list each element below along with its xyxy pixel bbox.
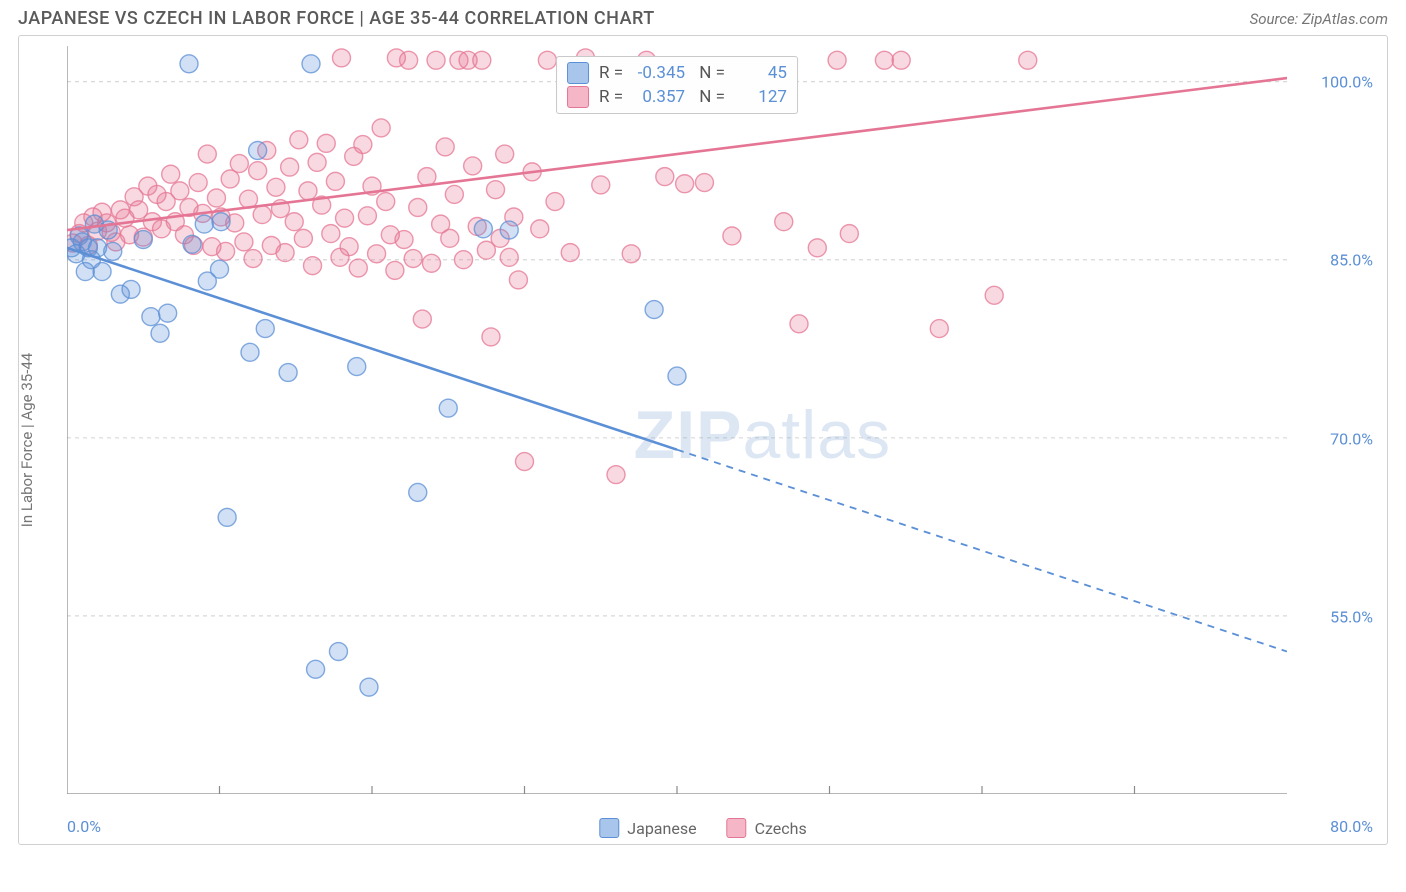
y-tick-label: 70.0%: [1330, 429, 1373, 448]
legend-label-japanese: Japanese: [627, 819, 696, 838]
stats-row-czechs: R =0.357 N =127: [567, 85, 787, 109]
legend: Japanese Czechs: [599, 818, 806, 838]
plot-area: ZIPatlas R =-0.345 N =45 R =0.357 N =127: [67, 46, 1287, 794]
stats-row-japanese: R =-0.345 N =45: [567, 61, 787, 85]
stats-legend: R =-0.345 N =45 R =0.357 N =127: [556, 56, 798, 114]
legend-item-japanese: Japanese: [599, 818, 696, 838]
x-tick-min: 0.0%: [67, 817, 101, 836]
chart-container: In Labor Force | Age 35-44 ZIPatlas R =-…: [18, 35, 1388, 845]
x-tick-max: 80.0%: [1330, 817, 1373, 836]
czechs-swatch: [567, 86, 589, 108]
japanese-legend-swatch: [599, 818, 619, 838]
y-axis-label: In Labor Force | Age 35-44: [18, 353, 36, 527]
japanese-swatch: [567, 62, 589, 84]
y-tick-label: 100.0%: [1321, 72, 1373, 91]
legend-label-czechs: Czechs: [755, 819, 807, 838]
y-tick-label: 55.0%: [1330, 608, 1373, 627]
chart-title: JAPANESE VS CZECH IN LABOR FORCE | AGE 3…: [18, 8, 655, 29]
source-label: Source: ZipAtlas.com: [1250, 10, 1388, 28]
scatter-svg: [67, 46, 1287, 794]
czechs-legend-swatch: [727, 818, 747, 838]
legend-item-czechs: Czechs: [727, 818, 807, 838]
y-tick-label: 85.0%: [1330, 251, 1373, 270]
